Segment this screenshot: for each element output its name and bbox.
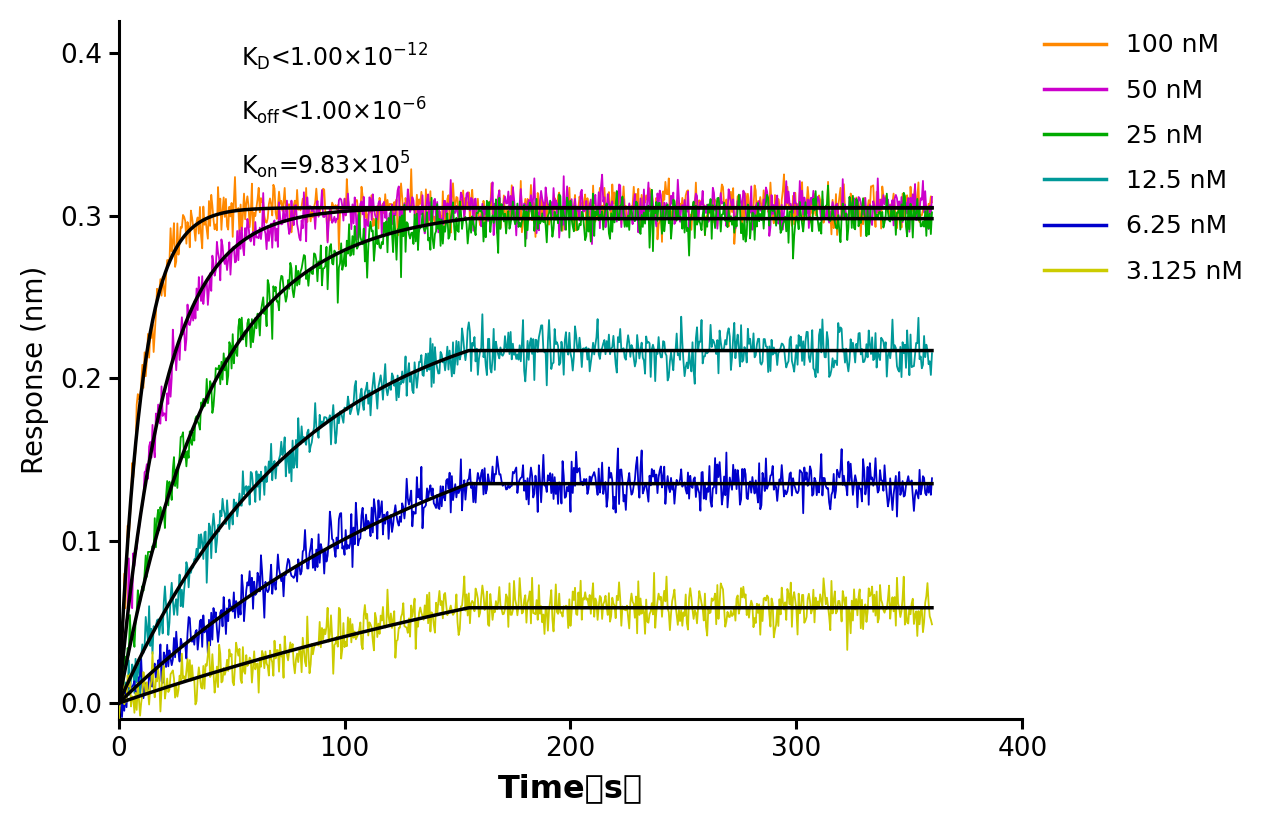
- 50 nM: [512, 199, 528, 209]
- 50 nM: [113, 701, 128, 711]
- 3.125 nM: [672, 606, 687, 615]
- 25 nM: [821, 181, 836, 191]
- 3.125 nM: [925, 620, 940, 629]
- 25 nM: [851, 221, 867, 231]
- 50 nM: [853, 193, 868, 203]
- Line: 6.25 nM: 6.25 nM: [119, 449, 932, 717]
- Legend: 100 nM, 50 nM, 25 nM, 12.5 nM, 6.25 nM, 3.125 nM: 100 nM, 50 nM, 25 nM, 12.5 nM, 6.25 nM, …: [1044, 33, 1243, 284]
- 6.25 nM: [673, 474, 688, 484]
- 25 nM: [111, 705, 126, 715]
- 3.125 nM: [111, 717, 126, 727]
- 50 nM: [325, 216, 340, 226]
- 25 nM: [290, 280, 305, 290]
- 3.125 nM: [851, 592, 867, 602]
- 25 nM: [511, 222, 526, 232]
- 12.5 nM: [474, 309, 490, 319]
- 6.25 nM: [591, 464, 606, 474]
- 3.125 nM: [646, 568, 662, 577]
- 12.5 nM: [514, 356, 529, 366]
- 50 nM: [925, 192, 940, 202]
- Line: 50 nM: 50 nM: [119, 175, 932, 706]
- 6.25 nM: [114, 712, 129, 722]
- 3.125 nM: [589, 615, 605, 625]
- 12.5 nM: [291, 413, 306, 423]
- 6.25 nM: [111, 697, 126, 707]
- 25 nM: [925, 208, 940, 218]
- 25 nM: [325, 258, 340, 268]
- 12.5 nM: [325, 400, 340, 410]
- 100 nM: [325, 198, 340, 208]
- 50 nM: [111, 688, 126, 698]
- 100 nM: [111, 712, 126, 722]
- Text: K$_\mathregular{D}$<1.00×10$^{-12}$
K$_\mathregular{off}$<1.00×10$^{-6}$
K$_\mat: K$_\mathregular{D}$<1.00×10$^{-12}$ K$_\…: [240, 42, 428, 181]
- 100 nM: [404, 164, 419, 174]
- 100 nM: [591, 201, 606, 211]
- 100 nM: [672, 203, 687, 213]
- 3.125 nM: [290, 648, 305, 658]
- 100 nM: [290, 185, 305, 195]
- 6.25 nM: [610, 444, 625, 454]
- Y-axis label: Response (nm): Response (nm): [20, 266, 49, 474]
- Line: 100 nM: 100 nM: [119, 169, 932, 717]
- 6.25 nM: [291, 554, 306, 564]
- 25 nM: [589, 202, 605, 212]
- 12.5 nM: [116, 698, 132, 708]
- 12.5 nM: [592, 354, 607, 364]
- 50 nM: [595, 170, 610, 180]
- 12.5 nM: [111, 684, 126, 694]
- Line: 3.125 nM: 3.125 nM: [119, 573, 932, 722]
- 100 nM: [925, 197, 940, 207]
- 25 nM: [670, 203, 686, 213]
- 12.5 nM: [853, 328, 868, 338]
- 6.25 nM: [925, 474, 940, 483]
- 6.25 nM: [325, 535, 340, 545]
- 3.125 nM: [325, 632, 340, 642]
- 100 nM: [512, 215, 528, 225]
- X-axis label: Time（s）: Time（s）: [498, 773, 643, 804]
- Line: 12.5 nM: 12.5 nM: [119, 314, 932, 703]
- 3.125 nM: [511, 601, 526, 610]
- 100 nM: [851, 198, 867, 208]
- 50 nM: [673, 217, 688, 227]
- 12.5 nM: [925, 348, 940, 358]
- 50 nM: [291, 225, 306, 235]
- 12.5 nM: [673, 355, 688, 365]
- 6.25 nM: [512, 474, 528, 484]
- 6.25 nM: [853, 483, 868, 493]
- 50 nM: [591, 187, 606, 197]
- Line: 25 nM: 25 nM: [119, 186, 932, 710]
